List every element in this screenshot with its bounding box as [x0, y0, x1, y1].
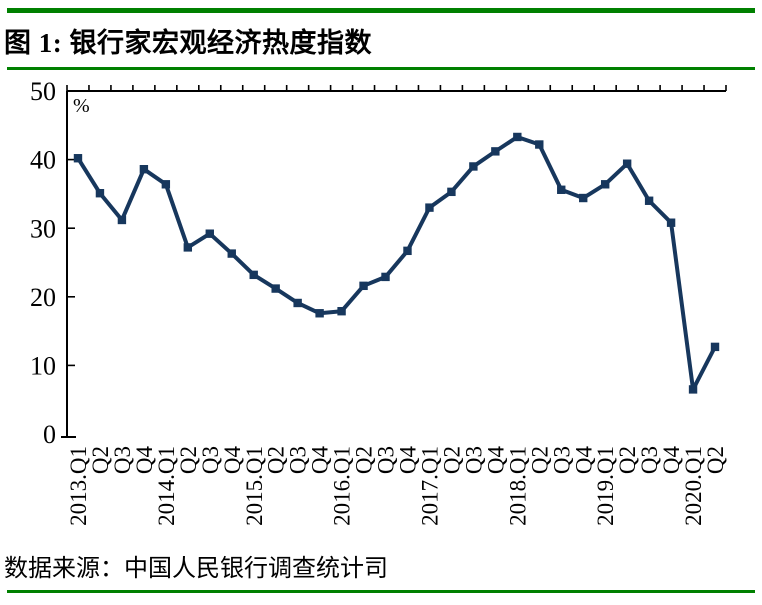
x-axis-label: Q2	[527, 446, 552, 474]
data-point-marker	[315, 309, 324, 318]
title-divider-rule	[7, 67, 755, 70]
top-green-rule	[7, 8, 755, 13]
x-axis-label: 2015.Q1	[242, 446, 267, 526]
figure-title: 图 1: 银行家宏观经济热度指数	[4, 28, 372, 58]
data-point-marker	[359, 281, 368, 291]
y-axis-label: 10	[30, 352, 56, 381]
x-axis-label: 2020.Q1	[681, 446, 706, 526]
data-point-marker	[600, 180, 610, 189]
data-point-marker	[513, 132, 522, 142]
x-axis-label: Q4	[483, 446, 508, 475]
x-axis-label: Q3	[549, 446, 574, 474]
y-axis-unit-label: %	[73, 95, 90, 117]
data-point-marker	[293, 298, 302, 308]
series-line	[75, 134, 718, 392]
x-axis-label: Q4	[308, 446, 333, 475]
data-point-marker	[337, 307, 346, 316]
bottom-green-rule	[7, 590, 755, 593]
x-axis-label: Q3	[286, 446, 311, 474]
data-point-marker	[95, 189, 105, 198]
data-point-marker	[139, 165, 149, 174]
data-point-marker	[271, 284, 280, 293]
x-axis-label: Q2	[264, 446, 289, 474]
x-axis-label: 2018.Q1	[505, 446, 530, 526]
data-point-marker	[425, 203, 434, 212]
y-axis-label: 20	[30, 283, 56, 312]
data-point-marker	[491, 147, 500, 156]
x-axis-label: 2016.Q1	[330, 446, 355, 526]
y-axis-label: 40	[30, 146, 56, 175]
data-point-marker	[161, 180, 171, 189]
x-axis-label: Q2	[352, 446, 377, 474]
data-point-marker	[666, 218, 676, 227]
x-axis-label: Q3	[637, 446, 662, 474]
y-axis-label: 30	[30, 214, 56, 243]
x-axis-label: Q4	[396, 446, 421, 475]
x-axis-label: Q3	[110, 446, 135, 474]
data-point-marker	[227, 249, 236, 258]
x-axis-label: Q2	[176, 446, 201, 474]
data-point-marker	[183, 243, 193, 252]
x-axis-label: Q2	[703, 446, 728, 474]
data-point-marker	[622, 159, 632, 168]
x-axis-label: Q2	[439, 446, 464, 474]
y-axis-label: 50	[30, 77, 56, 106]
data-point-marker	[688, 385, 698, 394]
data-point-marker	[469, 162, 478, 171]
x-axis-label: Q4	[659, 446, 684, 475]
data-point-marker	[249, 270, 258, 280]
x-axis-label: 2019.Q1	[593, 446, 618, 526]
data-point-marker	[535, 140, 544, 149]
data-point-marker	[117, 215, 127, 225]
x-axis-label: Q2	[88, 446, 113, 474]
data-point-marker	[73, 154, 83, 163]
x-axis-label: 2017.Q1	[418, 446, 443, 526]
y-axis-label: 0	[43, 420, 56, 449]
data-point-marker	[403, 246, 412, 256]
x-axis-label: Q2	[615, 446, 640, 474]
x-axis-label: Q3	[374, 446, 399, 474]
data-source-text: 数据来源：中国人民银行调查统计司	[4, 556, 388, 582]
data-point-marker	[381, 272, 390, 282]
x-axis-label: 2014.Q1	[154, 446, 179, 526]
data-point-marker	[644, 196, 654, 205]
data-point-marker	[557, 185, 566, 194]
data-point-marker	[447, 187, 456, 197]
x-axis-label: Q3	[461, 446, 486, 474]
x-axis-label: Q4	[571, 446, 596, 475]
x-axis-label: Q4	[220, 446, 245, 475]
x-axis-label: Q3	[198, 446, 223, 474]
data-point-marker	[579, 193, 588, 203]
data-point-marker	[205, 229, 214, 238]
x-axis-label: 2013.Q1	[66, 446, 91, 526]
x-axis-label: Q4	[132, 446, 157, 475]
data-point-marker	[710, 342, 720, 352]
